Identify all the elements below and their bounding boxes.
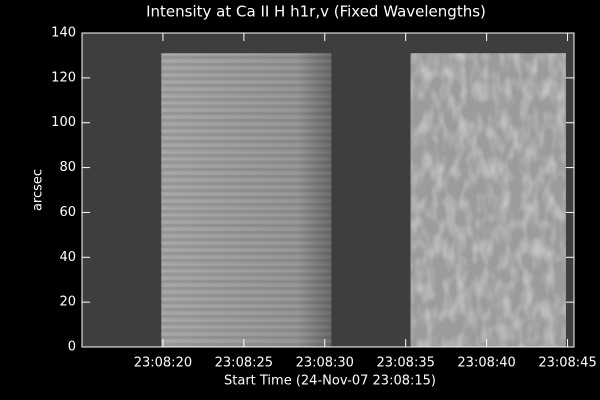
y-tick-label: 100 bbox=[51, 115, 76, 130]
x-tick-label: 23:08:45 bbox=[538, 356, 596, 371]
x-tick-label: 23:08:30 bbox=[296, 356, 354, 371]
y-tick-label: 0 bbox=[68, 340, 76, 355]
chart-title: Intensity at Ca II H h1r,v (Fixed Wavele… bbox=[146, 3, 486, 21]
y-tick-label: 120 bbox=[51, 70, 76, 85]
x-tick-label: 23:08:20 bbox=[134, 356, 192, 371]
y-tick-label: 40 bbox=[59, 250, 76, 265]
plot-area: 0 20 40 60 80 100 120 140 23:08:20 23:08:25 23:08:… bbox=[51, 26, 597, 371]
y-tick-label: 80 bbox=[59, 160, 76, 175]
y-axis-label: arcsec bbox=[31, 169, 46, 211]
x-axis-label: Start Time (24-Nov-07 23:08:15) bbox=[224, 374, 436, 389]
y-tick-label: 140 bbox=[51, 26, 76, 41]
x-tick-label: 23:08:40 bbox=[457, 356, 515, 371]
x-tick-label: 23:08:25 bbox=[215, 356, 273, 371]
y-tick-label: 20 bbox=[59, 295, 76, 310]
y-tick-label: 60 bbox=[59, 205, 76, 220]
block-texture bbox=[410, 53, 566, 347]
axis-frame bbox=[81, 32, 575, 348]
x-tick-label: 23:08:35 bbox=[376, 356, 434, 371]
block-shade bbox=[161, 53, 332, 347]
